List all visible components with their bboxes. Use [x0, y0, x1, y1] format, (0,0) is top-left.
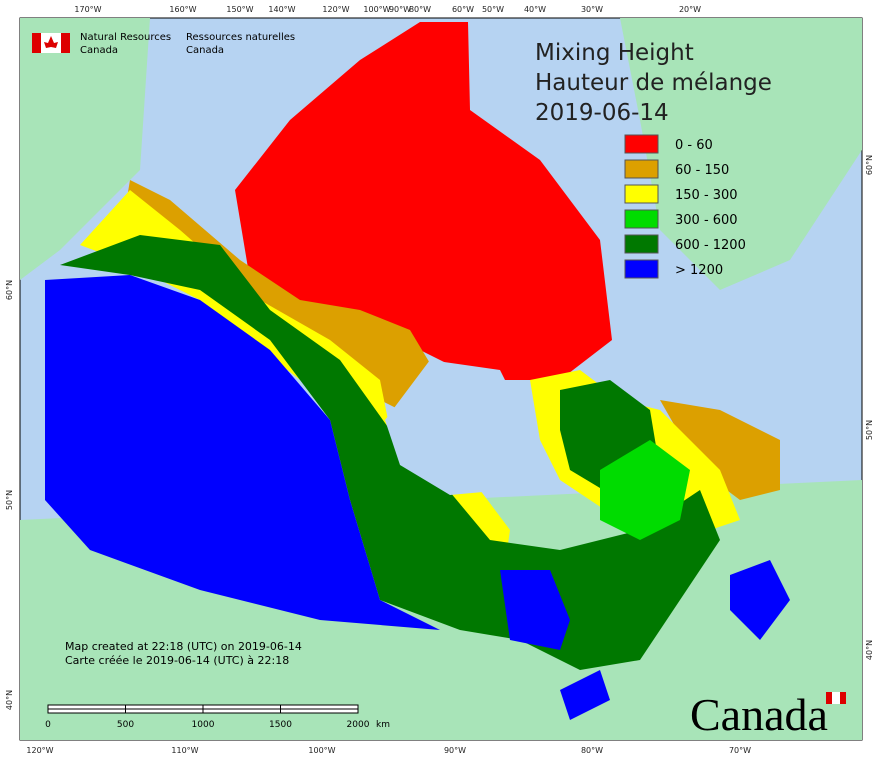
legend-label: 300 - 600 — [675, 213, 738, 228]
graticule-label: 110°W — [171, 746, 198, 755]
graticule-label: 140°W — [268, 5, 295, 14]
graticule-label: 60°W — [452, 5, 474, 14]
hudson-bay — [385, 360, 525, 495]
legend-swatch — [624, 159, 659, 179]
dept-fr: Canada — [186, 45, 224, 56]
nrcan-logo: Natural Resources Canada Ressources natu… — [32, 32, 295, 56]
graticule-label: 120°W — [26, 746, 53, 755]
legend-swatch — [624, 234, 659, 254]
dept-fr: Ressources naturelles — [186, 32, 295, 43]
title: 2019-06-14 — [535, 100, 669, 126]
graticule-label: 70°W — [729, 746, 751, 755]
graticule-label: 40°N — [5, 690, 14, 710]
graticule-label: 100°W — [363, 5, 390, 14]
legend-label: 600 - 1200 — [675, 238, 746, 253]
dept-en: Canada — [80, 45, 118, 56]
scale-segment — [202, 708, 281, 714]
graticule-label: 150°W — [226, 5, 253, 14]
scale-label: 500 — [117, 720, 134, 730]
dept-en: Natural Resources — [80, 32, 171, 43]
graticule-label: 90°W — [389, 5, 411, 14]
graticule-label: 100°W — [308, 746, 335, 755]
scale-segment — [125, 708, 204, 714]
graticule-label: 50°N — [865, 420, 874, 440]
graticule: 170°W 160°W 150°W 140°W 120°W 100°W90°W80°W 60… — [5, 5, 874, 755]
credit: Map created at 22:18 (UTC) on 2019-06-14 — [65, 640, 302, 653]
title: Hauteur de mélange — [535, 70, 772, 96]
graticule-label: 90°W — [444, 746, 466, 755]
scale-segment — [47, 704, 126, 710]
scale-segment — [202, 704, 281, 710]
scale-segment — [280, 704, 359, 710]
graticule-label: 80°W — [409, 5, 431, 14]
scale-bar: 0 500 1000 1500 2000 km — [45, 704, 390, 730]
canada-wordmark: Canada — [690, 689, 846, 740]
legend-label: > 1200 — [675, 263, 723, 278]
graticule-label: 120°W — [322, 5, 349, 14]
graticule-label: 60°N — [5, 280, 14, 300]
scale-segment — [47, 708, 126, 714]
legend-swatch — [624, 209, 659, 229]
legend-label: 60 - 150 — [675, 163, 729, 178]
title: Mixing Height — [535, 40, 694, 66]
graticule-label: 20°W — [679, 5, 701, 14]
graticule-label: 40°N — [865, 640, 874, 660]
credit: Carte créée le 2019-06-14 (UTC) à 22:18 — [65, 654, 289, 667]
graticule-label: 170°W — [74, 5, 101, 14]
graticule-label: 50°W — [482, 5, 504, 14]
mixing-height-zones — [45, 22, 790, 720]
scale-label: 0 — [45, 720, 51, 730]
graticule-label: 40°W — [524, 5, 546, 14]
scale-segment — [125, 704, 204, 710]
scale-label: 1000 — [192, 720, 215, 730]
legend: 0 - 60 60 - 150 150 - 300 300 - 600 600 - 12… — [624, 134, 746, 279]
graticule-label: 30°W — [581, 5, 603, 14]
scale-segment — [280, 708, 359, 714]
wordmark: Canada — [690, 689, 828, 740]
graticule-label: 50°N — [5, 490, 14, 510]
scale-label: 2000 — [347, 720, 370, 730]
legend-swatch — [624, 134, 659, 154]
graticule-label: 60°N — [865, 155, 874, 175]
legend-label: 150 - 300 — [675, 188, 738, 203]
scale-label: 1500 — [269, 720, 292, 730]
legend-swatch — [624, 259, 659, 279]
graticule-label: 160°W — [169, 5, 196, 14]
scale-unit: km — [376, 720, 390, 730]
legend-swatch — [624, 184, 659, 204]
legend-label: 0 - 60 — [675, 138, 713, 153]
graticule-label: 80°W — [581, 746, 603, 755]
